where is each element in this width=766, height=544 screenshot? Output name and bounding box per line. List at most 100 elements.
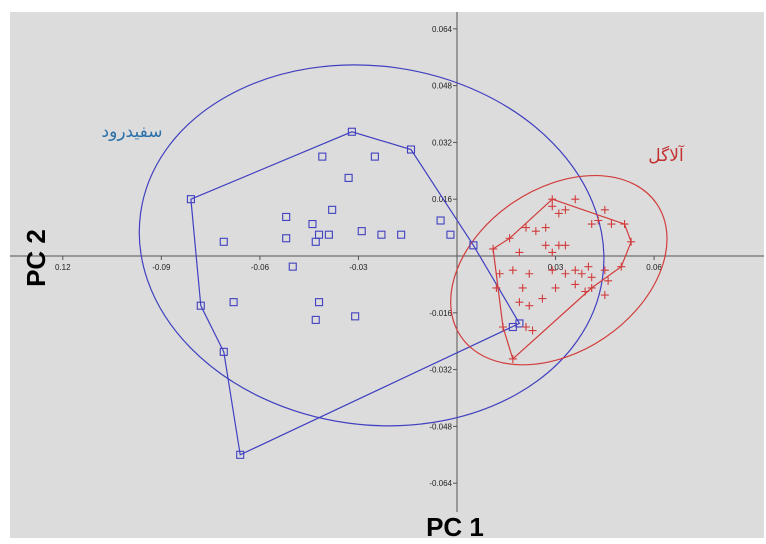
data-point-plus bbox=[571, 280, 580, 289]
data-point-plus bbox=[541, 223, 550, 232]
data-point-square bbox=[219, 347, 228, 356]
data-point-square bbox=[282, 234, 291, 243]
data-point-plus bbox=[607, 220, 616, 229]
data-point-plus bbox=[581, 287, 590, 296]
y-tick-label: 0.032 bbox=[432, 138, 453, 147]
y-tick-label: 0.016 bbox=[432, 195, 453, 204]
confidence-ellipse bbox=[138, 64, 605, 427]
x-tick-label: 0.12 bbox=[55, 263, 71, 272]
data-point-square bbox=[318, 152, 327, 161]
x-tick-label: -0.03 bbox=[349, 263, 368, 272]
data-point-square bbox=[328, 205, 337, 214]
data-point-plus bbox=[515, 248, 524, 257]
data-point-square bbox=[288, 262, 297, 271]
data-point-plus bbox=[561, 205, 570, 214]
data-point-square bbox=[282, 212, 291, 221]
convex-hull bbox=[492, 198, 632, 360]
data-point-square bbox=[351, 312, 360, 321]
data-point-plus bbox=[498, 323, 507, 331]
data-point-square bbox=[314, 230, 324, 239]
data-point-plus bbox=[571, 266, 580, 275]
data-point-square bbox=[186, 195, 195, 204]
data-point-plus bbox=[561, 241, 570, 250]
y-tick-label: -0.016 bbox=[429, 309, 452, 318]
y-tick-label: 0.048 bbox=[432, 82, 453, 91]
x-axis-title: PC 1 bbox=[426, 512, 484, 542]
axes bbox=[10, 12, 764, 512]
data-point-plus bbox=[521, 323, 530, 331]
series-label-alagol: آلاگل bbox=[648, 144, 685, 166]
data-point-plus bbox=[525, 269, 534, 278]
data-point-plus bbox=[627, 237, 636, 246]
y-tick-label: -0.064 bbox=[429, 479, 452, 488]
data-point-square bbox=[377, 230, 386, 239]
data-point-square bbox=[469, 241, 478, 250]
data-point-plus bbox=[554, 209, 563, 218]
data-point-square bbox=[314, 298, 324, 307]
data-point-plus bbox=[525, 301, 534, 310]
data-point-plus bbox=[548, 248, 557, 257]
data-point-plus bbox=[584, 262, 593, 271]
data-point-plus bbox=[561, 269, 570, 278]
data-point-plus bbox=[508, 266, 517, 275]
series-label-sefidrud: سفیدرود bbox=[102, 122, 163, 142]
data-point-square bbox=[229, 298, 238, 307]
data-point-plus bbox=[587, 283, 596, 292]
data-point-square bbox=[406, 145, 416, 154]
data-point-plus bbox=[620, 220, 629, 229]
data-point-plus bbox=[492, 283, 501, 292]
data-point-square bbox=[397, 230, 406, 239]
data-point-plus bbox=[587, 273, 596, 282]
data-point-plus bbox=[577, 269, 586, 278]
data-point-square bbox=[508, 322, 517, 332]
data-point-plus bbox=[548, 266, 557, 275]
confidence-ellipse bbox=[450, 174, 668, 366]
data-point-square bbox=[236, 450, 245, 459]
data-point-plus bbox=[528, 326, 537, 335]
data-point-plus bbox=[571, 195, 580, 204]
data-point-plus bbox=[508, 354, 517, 363]
convex-hull bbox=[190, 131, 521, 456]
y-tick-labels: 0.064 0.048 0.032 0.016 -0.016 -0.032 -0.048 -0… bbox=[429, 25, 457, 488]
group-shapes bbox=[138, 64, 668, 456]
x-tick-label: 0.03 bbox=[548, 263, 564, 272]
data-point-plus bbox=[594, 216, 603, 225]
data-point-square bbox=[370, 152, 379, 161]
x-tick-labels: 0.12 -0.09 -0.06 -0.03 0.03 0.06 bbox=[55, 256, 662, 272]
data-point-plus bbox=[587, 220, 596, 229]
data-point-square bbox=[436, 216, 445, 225]
data-points bbox=[186, 127, 636, 459]
data-point-plus bbox=[521, 223, 530, 232]
data-point-square bbox=[308, 220, 317, 229]
data-point-plus bbox=[505, 234, 514, 243]
data-point-square bbox=[219, 237, 228, 246]
data-point-plus bbox=[541, 241, 550, 250]
x-tick-label: 0.06 bbox=[646, 263, 662, 272]
data-point-plus bbox=[531, 227, 540, 236]
data-point-plus bbox=[617, 262, 626, 271]
data-point-square bbox=[344, 173, 353, 182]
data-point-plus bbox=[515, 298, 524, 307]
data-point-plus bbox=[551, 283, 560, 292]
data-point-square bbox=[357, 227, 366, 236]
data-point-plus bbox=[548, 195, 557, 204]
plot-background bbox=[10, 12, 764, 538]
data-point-plus bbox=[538, 294, 547, 303]
data-point-plus bbox=[604, 276, 613, 285]
y-tick-label: -0.032 bbox=[429, 366, 452, 375]
x-tick-label: -0.06 bbox=[251, 263, 270, 272]
x-tick-label: -0.09 bbox=[152, 263, 171, 272]
data-point-square bbox=[347, 127, 356, 136]
data-point-square bbox=[324, 230, 333, 239]
data-point-plus bbox=[600, 291, 609, 300]
y-tick-label: -0.048 bbox=[429, 422, 452, 431]
data-point-plus bbox=[495, 269, 504, 278]
data-point-square bbox=[311, 315, 320, 324]
y-tick-label: 0.064 bbox=[432, 25, 453, 34]
data-point-plus bbox=[600, 266, 609, 275]
data-point-square bbox=[446, 230, 455, 239]
data-point-plus bbox=[518, 283, 527, 292]
data-point-plus bbox=[548, 202, 557, 211]
data-point-square bbox=[196, 301, 205, 310]
